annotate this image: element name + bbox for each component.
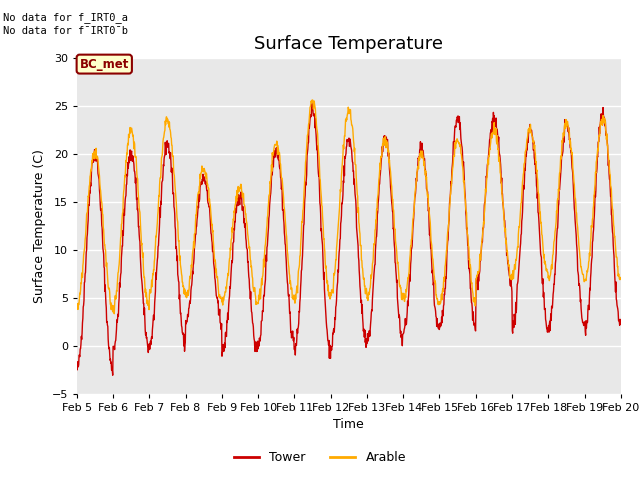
Tower <box>255 343 263 349</box>
Text: BC_met: BC_met <box>79 58 129 71</box>
Arable <box>110 311 118 317</box>
Y-axis label: Surface Temperature (C): Surface Temperature (C) <box>33 149 46 302</box>
Arable <box>617 276 625 282</box>
Arable <box>255 297 263 303</box>
Title: Surface Temperature: Surface Temperature <box>254 35 444 53</box>
Tower <box>109 372 116 378</box>
Text: No data for f¯IRT0¯b: No data for f¯IRT0¯b <box>3 26 128 36</box>
Tower <box>73 365 81 371</box>
Arable <box>181 291 189 297</box>
Tower <box>505 269 513 275</box>
Legend: Tower, Arable: Tower, Arable <box>229 446 411 469</box>
Tower <box>181 342 189 348</box>
Tower <box>617 321 625 326</box>
Text: No data for f_IRT0_a: No data for f_IRT0_a <box>3 12 128 23</box>
Line: Tower: Tower <box>77 104 621 375</box>
Arable <box>73 302 81 308</box>
Line: Arable: Arable <box>77 100 621 314</box>
Tower <box>308 101 316 107</box>
Tower <box>553 230 561 236</box>
Tower <box>195 203 202 209</box>
Arable <box>195 191 202 196</box>
Arable <box>309 97 317 103</box>
Arable <box>505 262 513 267</box>
Arable <box>553 210 561 216</box>
X-axis label: Time: Time <box>333 418 364 431</box>
Tower <box>434 321 442 326</box>
Arable <box>434 301 442 307</box>
